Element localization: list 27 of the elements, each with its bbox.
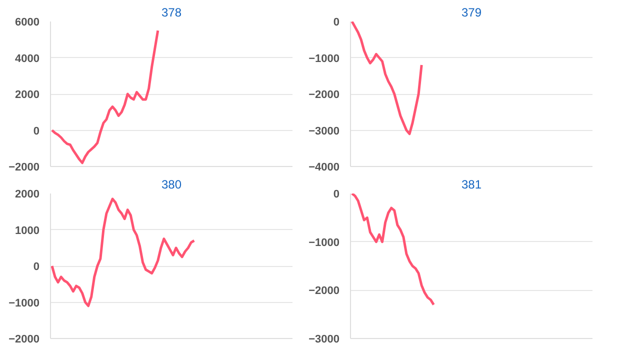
y-tick-label: −2000 bbox=[8, 334, 40, 346]
y-tick-label: −1000 bbox=[308, 52, 340, 65]
chart-title: 380 bbox=[161, 178, 182, 192]
y-tick-label: 2000 bbox=[15, 89, 40, 101]
y-tick-label: −1000 bbox=[308, 236, 340, 249]
y-tick-label: −3000 bbox=[308, 334, 340, 346]
chart-title: 379 bbox=[461, 6, 482, 20]
y-tick-label: −1000 bbox=[8, 297, 40, 310]
y-tick-label: 0 bbox=[33, 125, 40, 138]
chart-title: 381 bbox=[461, 178, 482, 192]
y-tick-label: −2000 bbox=[8, 162, 40, 174]
y-tick-label: 1000 bbox=[15, 224, 40, 237]
y-tick-label: −4000 bbox=[308, 162, 340, 174]
y-tick-label: −3000 bbox=[308, 125, 340, 138]
line-series bbox=[350, 194, 435, 306]
y-tick-label: 0 bbox=[33, 261, 40, 273]
y-tick-label: −2000 bbox=[308, 89, 340, 101]
y-tick-label: −2000 bbox=[308, 285, 340, 298]
y-tick-label: 6000 bbox=[15, 16, 40, 28]
y-tick-label: 0 bbox=[333, 16, 340, 28]
line-series bbox=[350, 22, 423, 136]
y-tick-label: 4000 bbox=[15, 52, 40, 65]
line-series bbox=[50, 198, 196, 308]
line-series bbox=[50, 29, 160, 164]
y-tick-label: 2000 bbox=[15, 188, 40, 200]
chart-title: 378 bbox=[161, 6, 182, 20]
y-tick-label: 0 bbox=[333, 188, 340, 200]
